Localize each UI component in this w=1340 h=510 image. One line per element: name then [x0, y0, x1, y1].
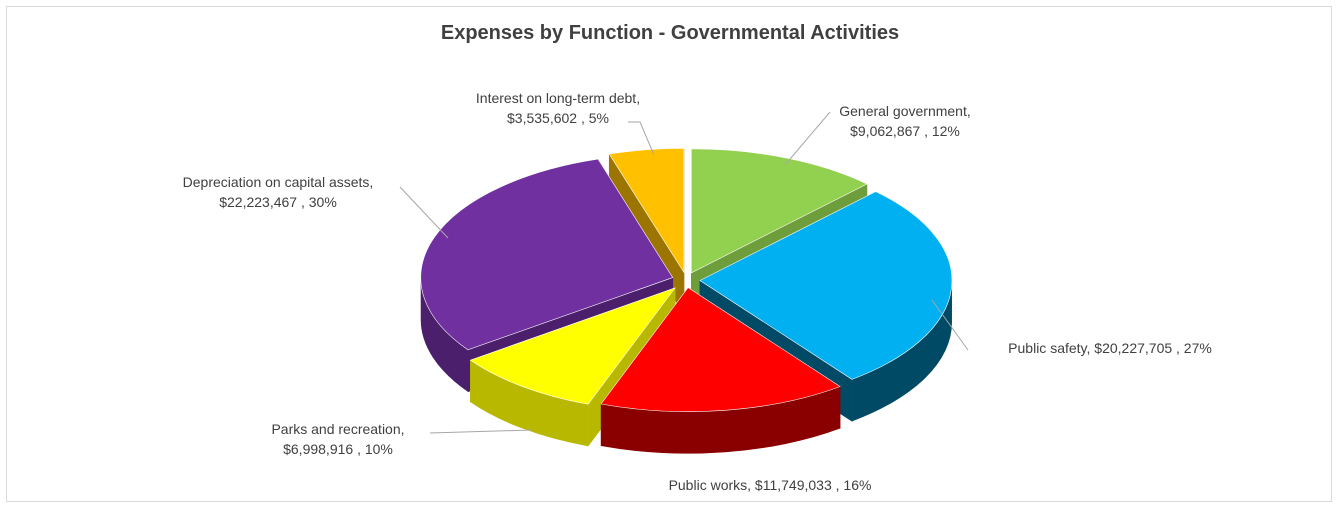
pie-slice [469, 287, 676, 405]
pie-slice [699, 191, 953, 380]
chart-title: Expenses by Function - Governmental Acti… [440, 22, 900, 44]
leader-line [628, 121, 655, 156]
leader-lines [399, 111, 969, 434]
pie-slice [420, 158, 674, 351]
data-label-value: $22,223,467 , 30% [219, 194, 337, 210]
data-label: Public works, $11,749,033 , 16% [669, 477, 872, 493]
data-label-name: Interest on long-term debt, [476, 90, 640, 106]
pie-slice [600, 287, 841, 412]
data-label-value: $6,998,916 , 10% [283, 441, 393, 457]
slice-outer-wall [420, 277, 468, 392]
data-label-name: Parks and recreation, [271, 421, 404, 437]
data-label: Public safety, $20,227,705 , 27% [1008, 340, 1212, 356]
data-label-name: General government, [839, 103, 971, 119]
leader-line [931, 299, 969, 351]
slice-outer-wall [470, 360, 589, 447]
leader-line [399, 186, 449, 239]
pie-tops [420, 148, 953, 412]
leader-line [429, 429, 533, 434]
data-label-name: Depreciation on capital assets, [183, 174, 374, 190]
pie-slice [690, 148, 868, 274]
data-label-value: $3,535,602 , 5% [507, 110, 609, 126]
leader-line [784, 111, 831, 166]
data-label-value: $9,062,867 , 12% [850, 123, 960, 139]
pie-slice [608, 148, 685, 274]
slice-outer-wall [852, 280, 952, 422]
data-labels: General government, $9,062,867 , 12% Publi… [183, 90, 1212, 493]
